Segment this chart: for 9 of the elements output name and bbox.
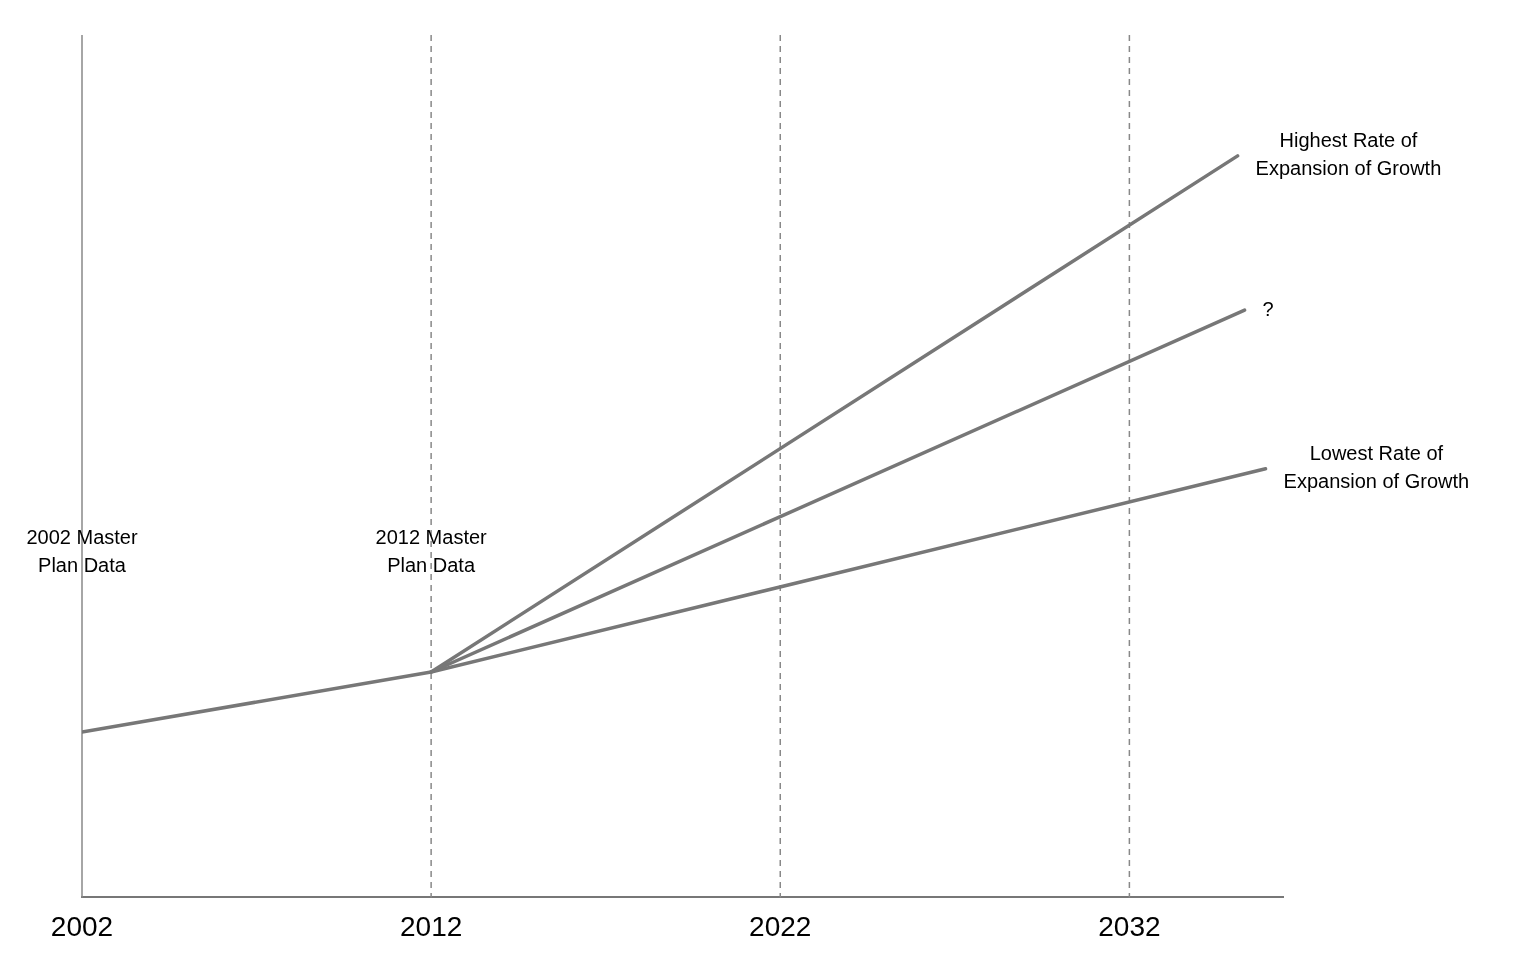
- annotation: 2002 Master Plan Data: [26, 525, 138, 576]
- series-label: ?: [1262, 297, 1274, 320]
- x-tick-label: 2022: [749, 910, 812, 942]
- x-tick-label: 2002: [50, 910, 114, 942]
- series-label: Highest Rate of Expansion of Growth: [1255, 129, 1442, 180]
- annotation: 2012 Master Plan Data: [375, 525, 488, 576]
- series-label: Lowest Rate of Expansion of Growth: [1283, 442, 1470, 493]
- x-tick-label: 2012: [399, 910, 463, 942]
- x-tick-label: 2032: [1098, 910, 1161, 942]
